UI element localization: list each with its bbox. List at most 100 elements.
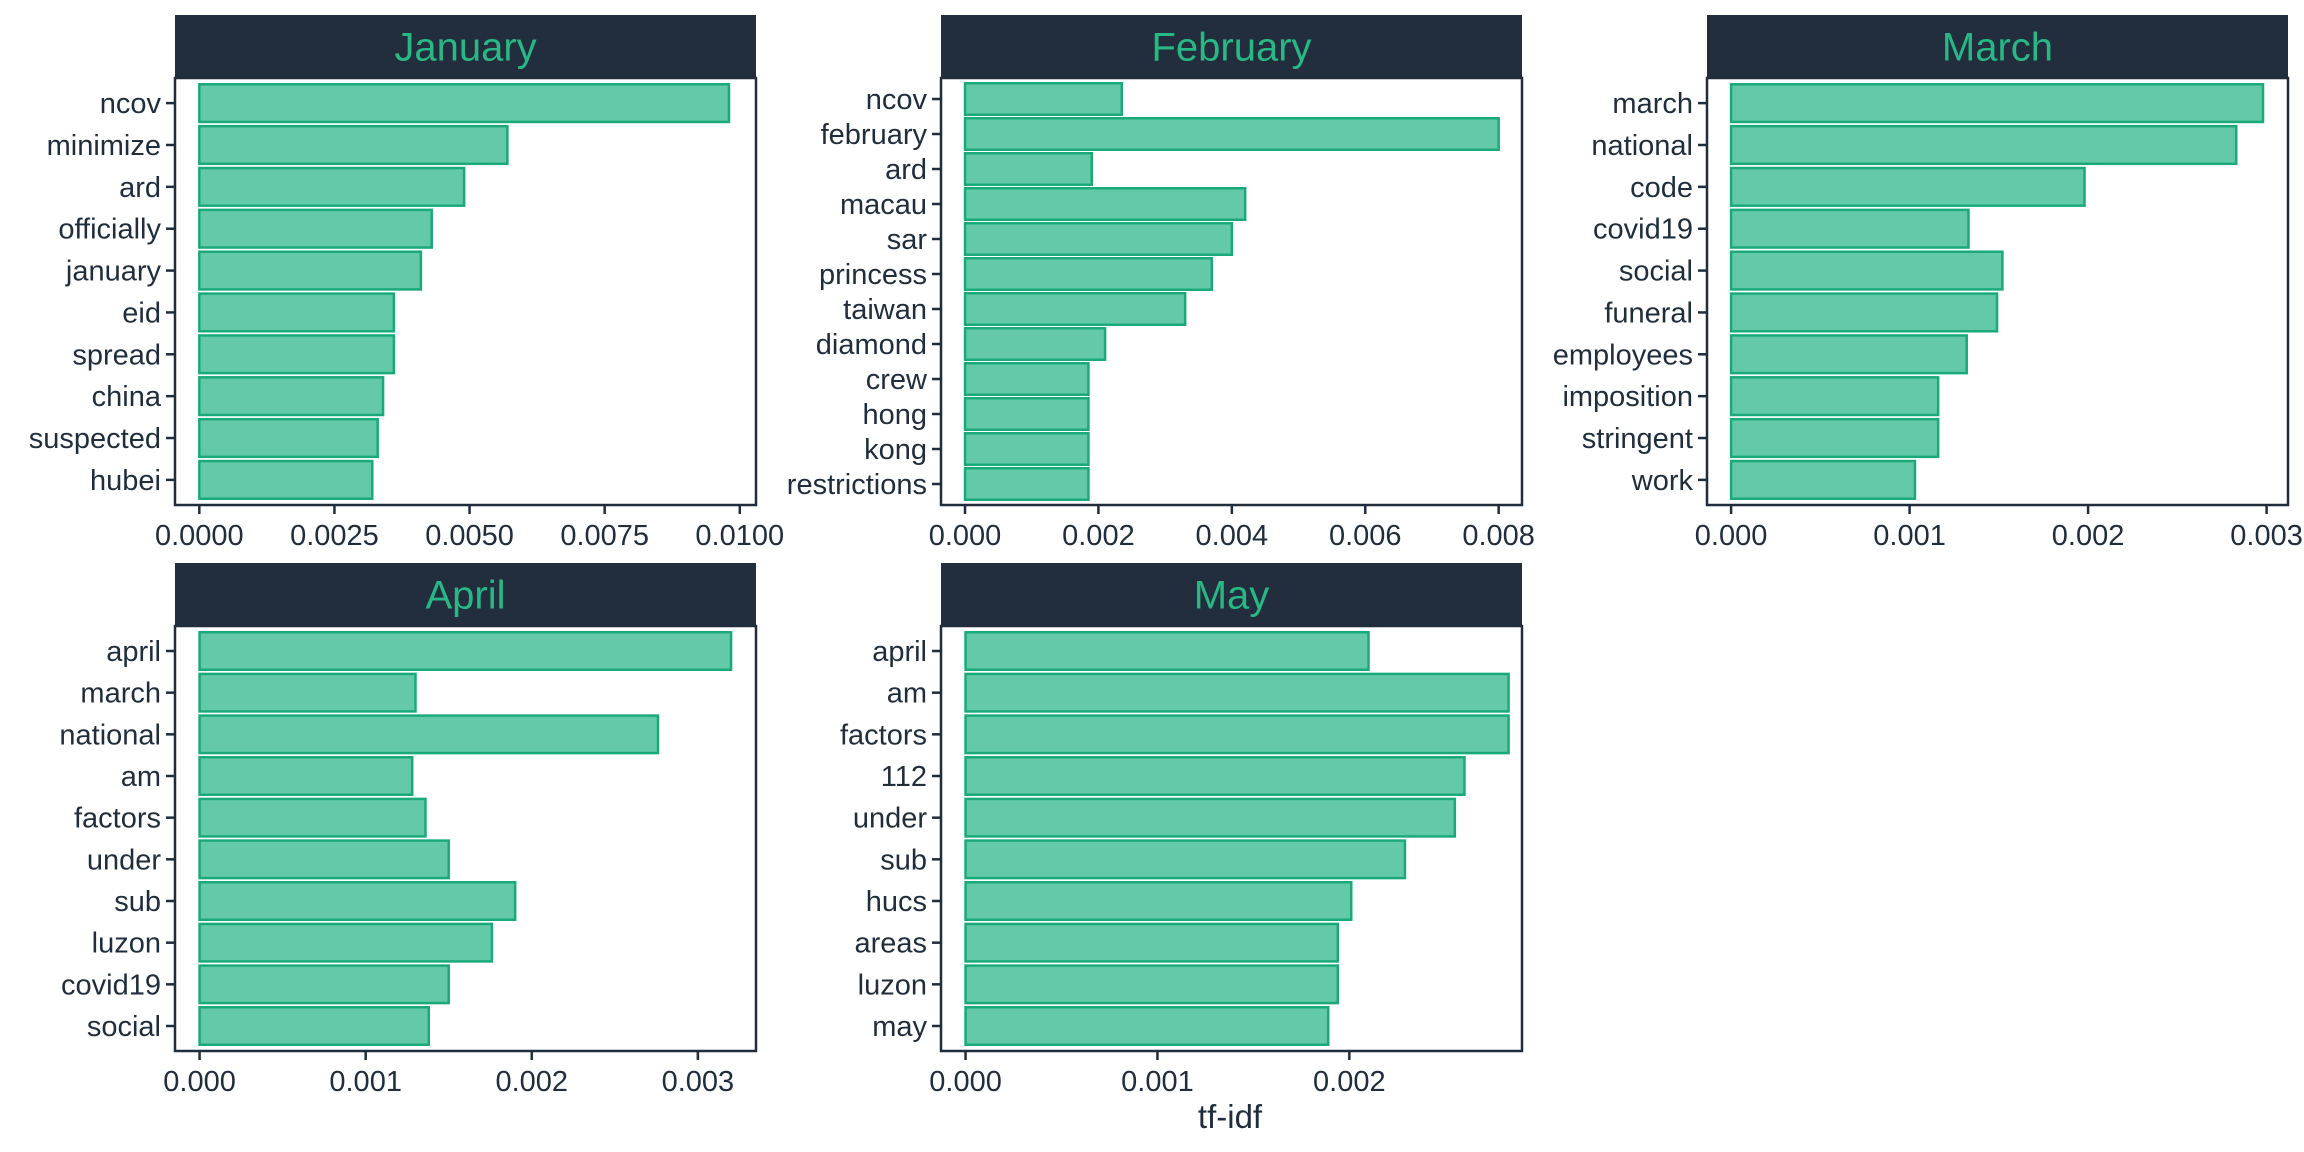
bar-suspected xyxy=(198,417,379,459)
bar-under xyxy=(964,797,1457,838)
category-label: imposition xyxy=(1562,381,1693,413)
x-tick-label: 0.001 xyxy=(1873,520,1946,552)
bar-taiwan xyxy=(963,292,1187,326)
bar-kong xyxy=(963,432,1090,466)
bar-am xyxy=(964,672,1510,713)
category-label: ard xyxy=(119,172,161,204)
bar-spread xyxy=(198,334,396,375)
x-tick-label: 0.003 xyxy=(2230,520,2303,552)
category-label: sub xyxy=(114,886,161,918)
bar-april xyxy=(198,631,733,671)
panel-title: January xyxy=(394,26,536,70)
bar-restrictions xyxy=(963,467,1090,501)
bar-112 xyxy=(964,756,1466,796)
category-label: national xyxy=(1591,130,1693,162)
bar-february xyxy=(963,117,1500,151)
category-label: am xyxy=(121,761,161,793)
panel-strip xyxy=(1707,15,2288,78)
bar-social xyxy=(198,1006,431,1046)
bar-macau xyxy=(963,187,1247,221)
x-tick-label: 0.000 xyxy=(929,520,1002,552)
bar-national xyxy=(198,714,660,755)
category-label: am xyxy=(887,678,927,710)
x-axis-title: tf-idf xyxy=(1198,1098,1263,1135)
category-label: ncov xyxy=(100,88,162,120)
category-label: march xyxy=(1612,88,1693,120)
bar-imposition xyxy=(1729,376,1940,417)
category-label: diamond xyxy=(816,329,927,361)
bar-funeral xyxy=(1729,292,1999,333)
category-label: ard xyxy=(885,154,927,186)
category-label: kong xyxy=(864,434,927,466)
category-label: sub xyxy=(880,844,927,876)
bar-crew xyxy=(963,362,1090,396)
bar-minimize xyxy=(198,124,509,166)
category-label: covid19 xyxy=(1593,214,1693,246)
x-tick-label: 0.002 xyxy=(495,1066,568,1098)
x-tick-label: 0.004 xyxy=(1196,520,1269,552)
panel-frame xyxy=(1705,76,2290,507)
x-tick-label: 0.002 xyxy=(1313,1066,1386,1098)
bar-factors xyxy=(964,714,1510,755)
category-label: march xyxy=(80,678,161,710)
x-tick-label: 0.001 xyxy=(329,1066,402,1098)
bar-covid19 xyxy=(1729,208,1970,249)
bar-diamond xyxy=(963,327,1107,361)
category-label: social xyxy=(1619,256,1693,288)
panel-strip xyxy=(941,563,1522,626)
category-label: february xyxy=(821,119,928,151)
category-label: 112 xyxy=(881,761,927,793)
bar-eid xyxy=(198,292,396,333)
category-label: code xyxy=(1630,172,1693,204)
x-tick-label: 0.002 xyxy=(1062,520,1135,552)
category-label: minimize xyxy=(47,130,161,162)
category-label: restrictions xyxy=(787,469,927,501)
category-label: april xyxy=(106,636,161,668)
category-label: spread xyxy=(72,339,161,371)
category-label: hubei xyxy=(90,465,161,497)
category-label: social xyxy=(87,1011,161,1043)
panel-may: May april am factors 112 under sub hucs areas luz… xyxy=(840,563,1524,1098)
bar-national xyxy=(1729,124,2238,166)
panel-title: April xyxy=(425,574,505,618)
bar-sub xyxy=(964,839,1407,880)
category-label: covid19 xyxy=(61,969,161,1001)
x-tick-label: 0.0000 xyxy=(155,520,244,552)
bar-ard xyxy=(198,166,466,207)
bar-january xyxy=(198,250,423,291)
category-label: officially xyxy=(58,214,161,246)
panel-january: January ncov minimize ard officially january e… xyxy=(29,15,784,552)
bar-sar xyxy=(963,222,1234,256)
bar-luzon xyxy=(198,922,494,963)
category-label: under xyxy=(853,803,928,835)
bar-hucs xyxy=(964,881,1353,921)
x-tick-label: 0.0050 xyxy=(425,520,514,552)
panel-title: March xyxy=(1942,26,2053,70)
category-label: may xyxy=(872,1011,927,1043)
x-tick-label: 0.000 xyxy=(1695,520,1768,552)
bar-hubei xyxy=(198,459,374,500)
category-label: luzon xyxy=(92,928,161,960)
x-tick-label: 0.001 xyxy=(1121,1066,1194,1098)
category-label: crew xyxy=(866,364,928,396)
panel-strip xyxy=(941,15,1522,78)
x-tick-label: 0.0025 xyxy=(290,520,379,552)
category-label: stringent xyxy=(1582,423,1693,455)
panel-strip xyxy=(175,15,756,78)
bar-work xyxy=(1729,459,1917,500)
bar-employees xyxy=(1729,334,1968,375)
category-label: hong xyxy=(862,399,927,431)
category-label: factors xyxy=(74,803,161,835)
x-tick-label: 0.0100 xyxy=(695,520,784,552)
x-tick-label: 0.003 xyxy=(662,1066,735,1098)
bar-factors xyxy=(198,797,427,838)
category-label: eid xyxy=(122,297,161,329)
category-label: china xyxy=(92,381,162,413)
panel-title: February xyxy=(1151,26,1311,70)
bar-ard xyxy=(963,152,1094,186)
category-label: macau xyxy=(840,189,927,221)
x-tick-label: 0.006 xyxy=(1329,520,1402,552)
x-tick-label: 0.000 xyxy=(163,1066,236,1098)
bar-under xyxy=(198,839,450,880)
